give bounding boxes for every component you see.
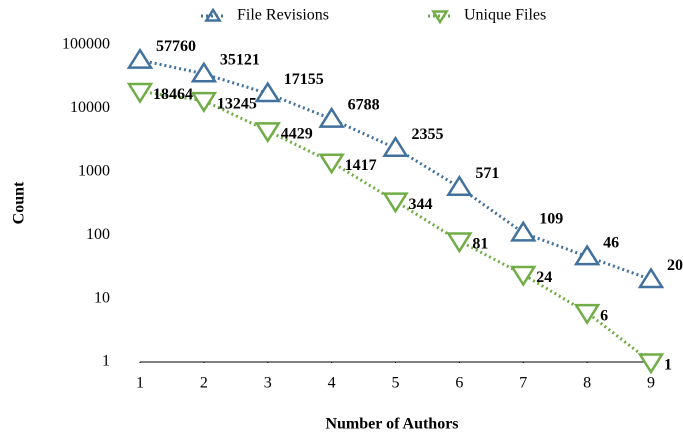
data-label: 13245 bbox=[217, 95, 257, 112]
data-label: 4429 bbox=[281, 125, 313, 142]
x-tick-label: 1 bbox=[136, 375, 144, 392]
data-label: 35121 bbox=[220, 51, 260, 68]
x-tick-label: 6 bbox=[455, 375, 463, 392]
marker bbox=[509, 265, 537, 287]
x-tick-label: 8 bbox=[583, 375, 591, 392]
data-label: 24 bbox=[536, 269, 552, 286]
data-label: 18464 bbox=[153, 86, 193, 103]
data-label: 344 bbox=[409, 196, 433, 213]
marker bbox=[318, 153, 345, 175]
data-label: 6788 bbox=[348, 97, 380, 114]
series-line bbox=[139, 90, 652, 364]
x-tick-label: 7 bbox=[519, 375, 527, 392]
data-label: 1 bbox=[664, 357, 672, 374]
y-axis-title: Count bbox=[11, 181, 28, 224]
marker bbox=[573, 303, 601, 326]
data-label: 2355 bbox=[412, 126, 444, 143]
marker bbox=[190, 61, 218, 83]
marker bbox=[446, 232, 473, 254]
x-tick-label: 4 bbox=[328, 375, 336, 392]
legend-label: Unique Files bbox=[464, 7, 546, 24]
data-label: 81 bbox=[472, 236, 488, 253]
marker bbox=[254, 81, 282, 103]
data-label: 6 bbox=[600, 307, 608, 324]
series-line bbox=[139, 58, 652, 281]
data-label: 57760 bbox=[156, 38, 196, 55]
y-tick-label: 1 bbox=[102, 353, 110, 370]
marker bbox=[637, 267, 665, 289]
marker bbox=[126, 47, 154, 69]
data-label: 109 bbox=[539, 210, 563, 227]
data-label: 17155 bbox=[284, 71, 324, 88]
x-tick-label: 5 bbox=[392, 375, 400, 392]
marker bbox=[637, 353, 665, 375]
y-tick-label: 10 bbox=[94, 289, 110, 306]
x-axis-title: Number of Authors bbox=[325, 416, 458, 433]
marker bbox=[382, 135, 409, 157]
marker bbox=[446, 174, 473, 196]
marker bbox=[573, 244, 601, 266]
x-tick-label: 9 bbox=[647, 375, 655, 392]
marker bbox=[318, 106, 345, 128]
marker bbox=[382, 192, 409, 214]
marker bbox=[190, 91, 218, 114]
y-tick-label: 1000 bbox=[78, 162, 110, 179]
data-label: 46 bbox=[603, 234, 619, 251]
data-label: 1417 bbox=[345, 157, 377, 174]
data-label: 571 bbox=[475, 165, 499, 182]
marker bbox=[509, 220, 537, 242]
legend-label: File Revisions bbox=[237, 7, 329, 24]
x-tick-label: 2 bbox=[200, 375, 208, 392]
marker bbox=[126, 82, 154, 104]
data-label: 20 bbox=[667, 257, 683, 274]
y-tick-label: 100000 bbox=[62, 36, 110, 53]
marker bbox=[254, 122, 282, 144]
x-tick-label: 3 bbox=[264, 375, 272, 392]
y-tick-label: 100 bbox=[86, 226, 110, 243]
y-tick-label: 10000 bbox=[70, 99, 110, 116]
